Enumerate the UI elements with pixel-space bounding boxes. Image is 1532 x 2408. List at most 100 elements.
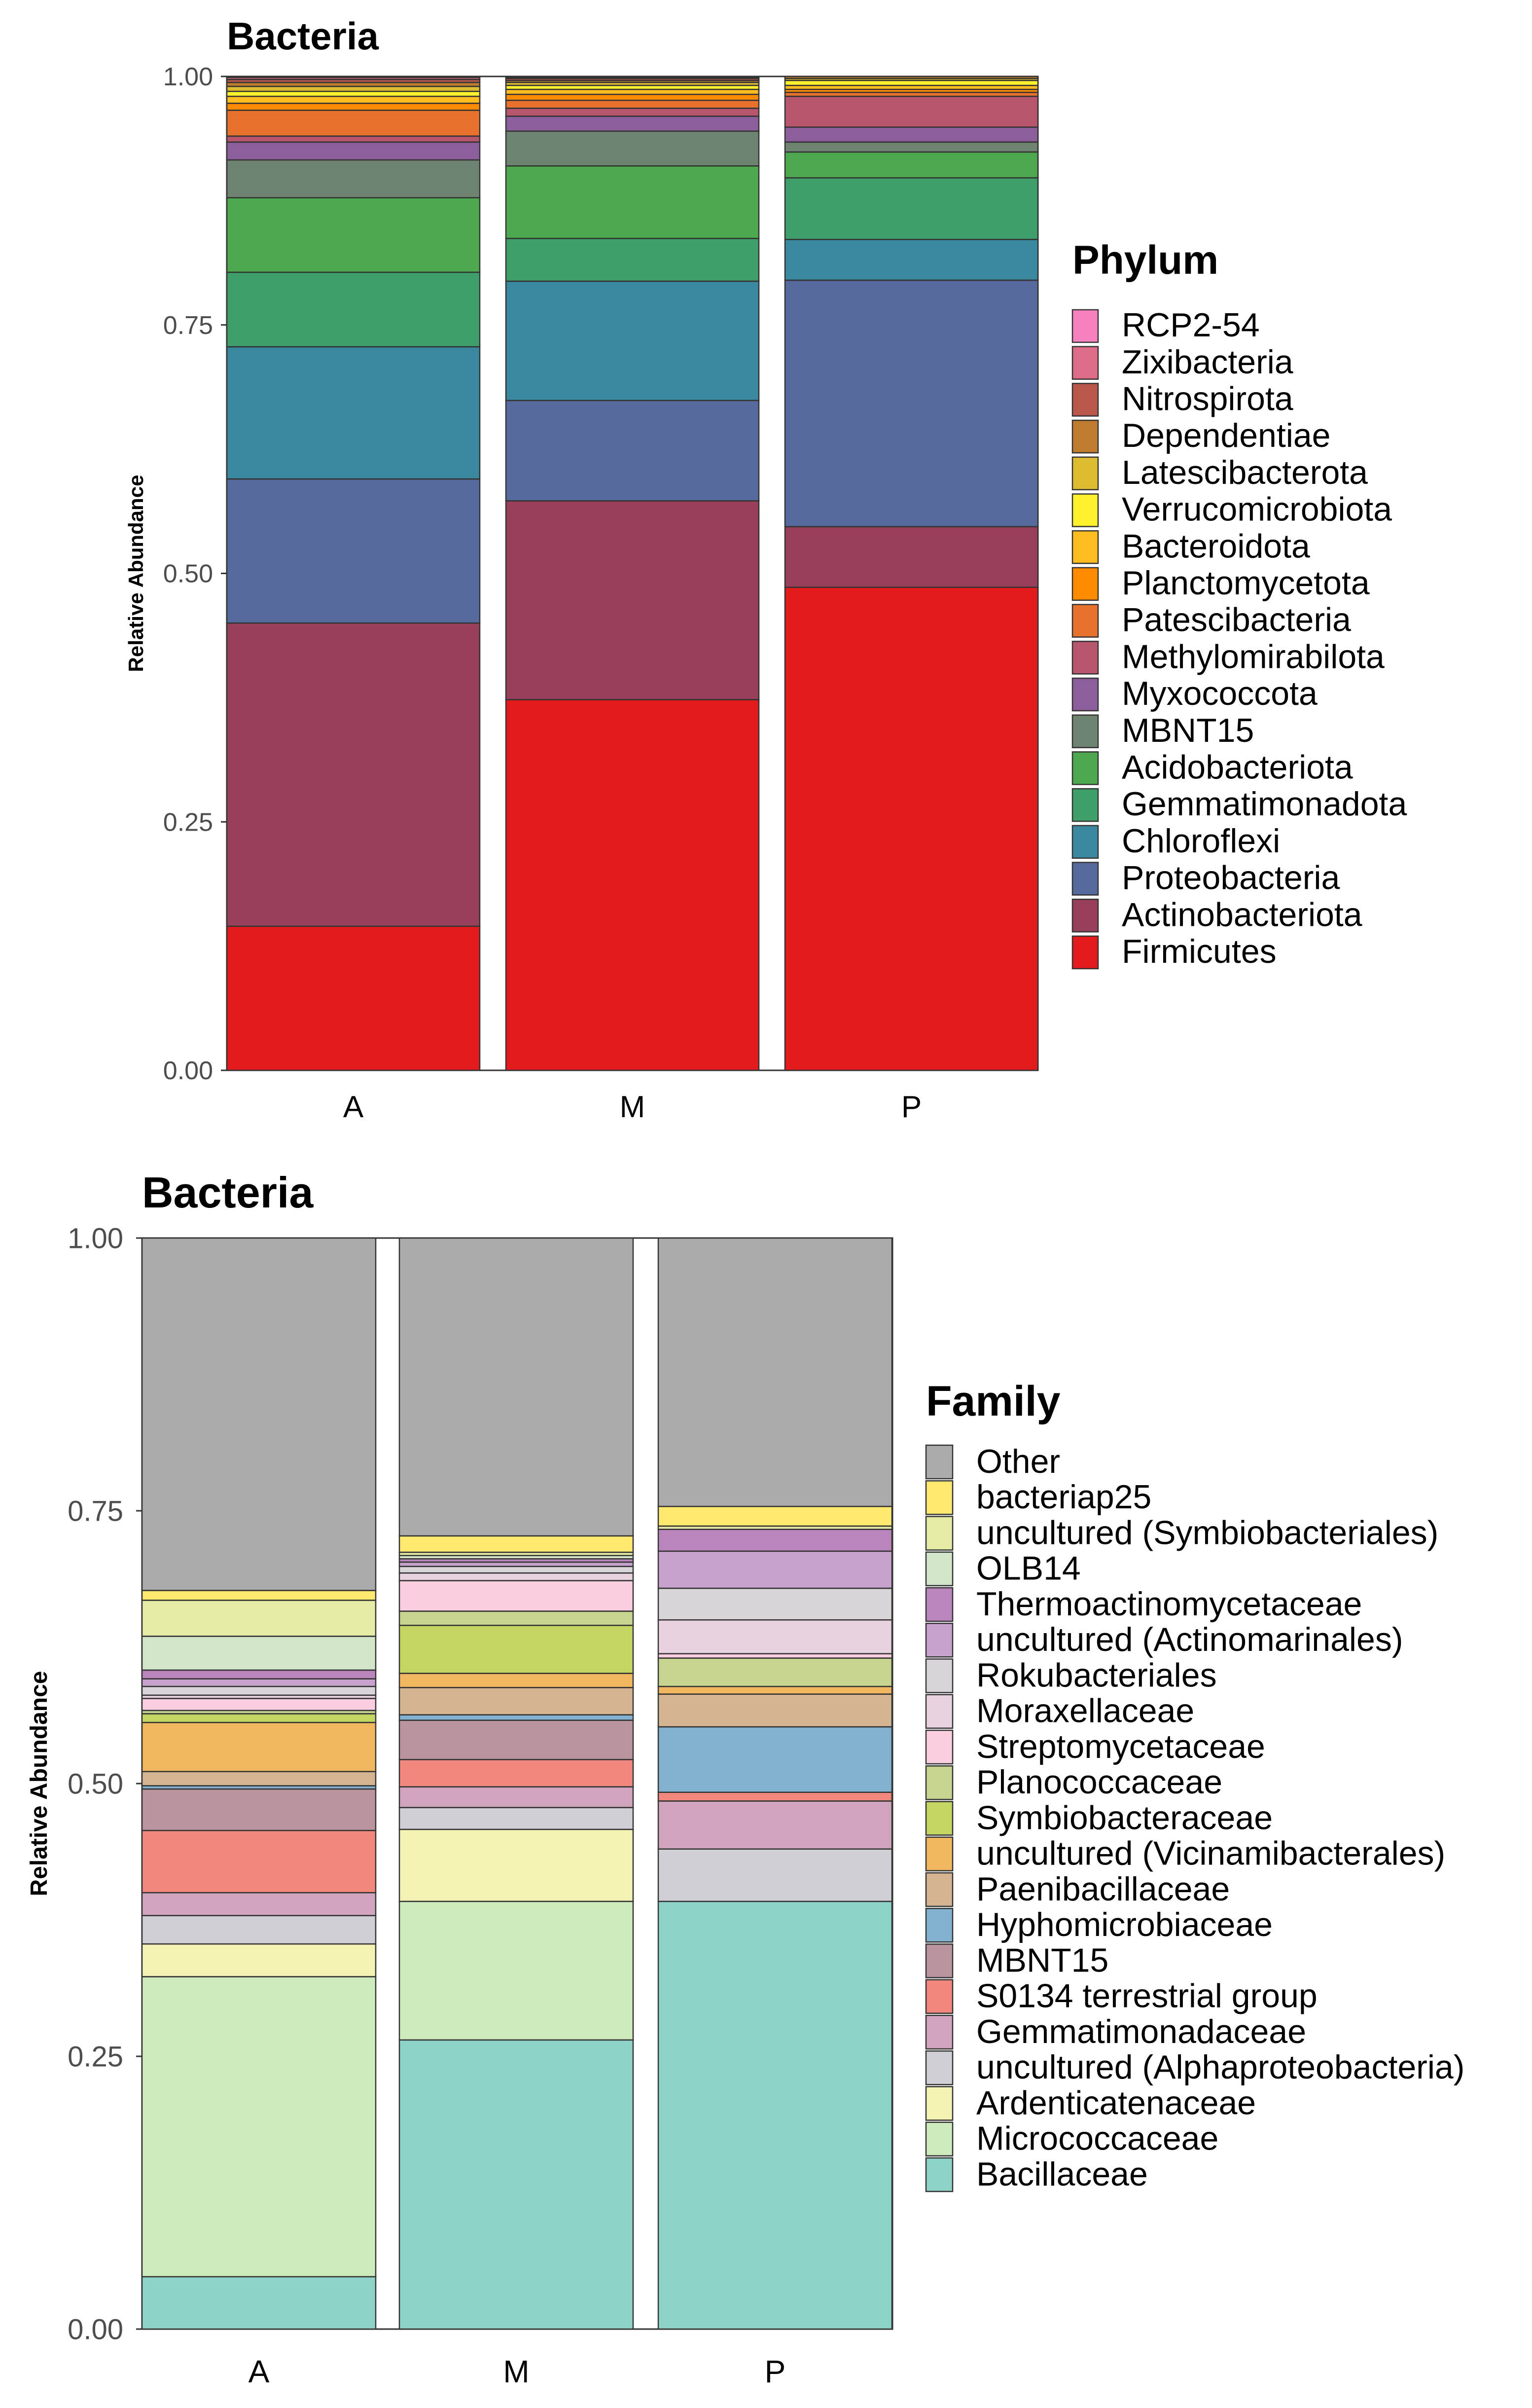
chart1-y-tick-label: 0.50 — [163, 560, 213, 588]
chart1-legend-label: Myxococcota — [1122, 675, 1318, 712]
chart2-bar-M-s0134-terrestrial-group — [398, 1759, 634, 1788]
chart1-legend-key — [1071, 935, 1099, 970]
chart2-bar-M-mbnt15 — [398, 1719, 634, 1760]
chart2-bar-P-bacteriap25 — [657, 1505, 893, 1527]
chart2-legend-label: Paenibacillaceae — [976, 1870, 1230, 1908]
chart2-bar-A-uncultured-vicinamibacterales- — [141, 1721, 377, 1772]
chart1-legend-key — [1071, 530, 1099, 564]
chart2-bar-P-streptomycetaceae — [657, 1653, 893, 1659]
chart1-legend-key — [1071, 714, 1099, 748]
chart1-y-tick-label: 1.00 — [163, 63, 213, 91]
chart1-legend-label: Nitrospirota — [1122, 380, 1293, 418]
chart2-legend-label: Other — [976, 1443, 1060, 1480]
chart2-bar-P-thermoactinomycetaceae — [657, 1529, 893, 1552]
chart2-bar-M-hyphomicrobiaceae — [398, 1714, 634, 1721]
chart1-legend-label: Acidobacteriota — [1122, 749, 1353, 786]
chart2-title: Bacteria — [142, 1168, 314, 1217]
chart1-bar-A-chloroflexi — [226, 346, 481, 480]
chart2-bar-M-symbiobacteraceae — [398, 1625, 634, 1674]
chart2-y-tick-label: 0.75 — [68, 1495, 123, 1527]
chart1-bar-P-acidobacteriota — [784, 151, 1039, 179]
chart2-legend-label: S0134 terrestrial group — [976, 1977, 1318, 2015]
chart2-bar-A-olb14 — [141, 1636, 377, 1671]
chart2-bar-M-streptomycetaceae — [398, 1580, 634, 1612]
chart2-bar-A-rokubacteriales — [141, 1685, 377, 1696]
chart2-y-tick-label: 1.00 — [68, 1222, 123, 1254]
chart2-legend-label: Planococcaceae — [976, 1763, 1222, 1801]
chart2-bar-M-micrococcaceae — [398, 1900, 634, 2041]
chart1-legend-key — [1071, 419, 1099, 454]
chart2-legend-label: Moraxellaceae — [976, 1692, 1194, 1730]
chart2-legend-key — [925, 1623, 954, 1658]
chart2-bar-P-s0134-terrestrial-group — [657, 1791, 893, 1802]
chart2-legend-key — [925, 1729, 954, 1765]
chart1-legend-key — [1071, 493, 1099, 527]
chart1-bar-M-bacteroidota — [505, 88, 760, 95]
chart2-legend-key — [925, 1551, 954, 1586]
chart1-bar-A-latescibacterota — [226, 85, 481, 92]
chart1-y-axis-title: Relative Abundance — [124, 475, 147, 672]
chart2-bar-A-uncultured-alphaproteobacteria- — [141, 1915, 377, 1945]
chart1-bar-M-proteobacteria — [505, 400, 760, 502]
chart1-bar-M-acidobacteriota — [505, 165, 760, 239]
chart2-x-tick-label-A: A — [249, 2354, 270, 2389]
chart2-legend-key — [925, 1908, 954, 1943]
chart2-bar-P-planococcaceae — [657, 1657, 893, 1687]
chart2-legend-label: uncultured (Actinomarinales) — [976, 1621, 1403, 1658]
chart1-bar-P-myxococcota — [784, 126, 1039, 143]
chart2-legend-label: Bacillaceae — [976, 2155, 1148, 2193]
chart1-bar-A-gemmatimonadota — [226, 271, 481, 348]
chart2-bar-M-uncultured-alphaproteobacteria- — [398, 1807, 634, 1830]
chart2-bar-P-uncultured-vicinamibacterales- — [657, 1685, 893, 1695]
chart2-legend-label: Symbiobacteraceae — [976, 1799, 1273, 1836]
chart2-bar-M-gemmatimonadaceae — [398, 1786, 634, 1808]
chart1-bar-P-chloroflexi — [784, 239, 1039, 281]
chart2-bar-M-uncultured-actinomarinales- — [398, 1561, 634, 1568]
chart1-bar-A-proteobacteria — [226, 478, 481, 624]
chart2-bar-M-uncultured-vicinamibacterales- — [398, 1673, 634, 1688]
chart2-legend-label: OLB14 — [976, 1550, 1081, 1587]
chart2-y-tick-label: 0.00 — [68, 2313, 123, 2345]
chart1-bar-A-firmicutes — [226, 925, 481, 1071]
chart2-bar-A-micrococcaceae — [141, 1976, 377, 2278]
chart2-legend-key — [925, 2014, 954, 2050]
chart1-legend-label: Proteobacteria — [1122, 859, 1340, 897]
chart2-bar-A-symbiobacteraceae — [141, 1713, 377, 1723]
chart2-legend-key — [925, 2086, 954, 2121]
chart2-legend-label: Gemmatimonadaceae — [976, 2013, 1306, 2050]
chart2-bar-P-other — [657, 1237, 893, 1507]
chart1-legend-key — [1071, 346, 1099, 380]
chart1-bar-M-chloroflexi — [505, 280, 760, 401]
chart2-legend-key — [925, 2157, 954, 2192]
chart1-bar-P-methylomirabilota — [784, 96, 1039, 128]
chart1-x-tick-label-P: P — [901, 1090, 922, 1124]
chart2-legend-label: Ardenticatenaceae — [976, 2084, 1256, 2121]
chart1-bar-M-rcp2-54 — [505, 75, 760, 78]
chart1-bar-A-patescibacteria — [226, 109, 481, 137]
chart1-legend-label: Gemmatimonadota — [1122, 785, 1407, 823]
chart2-legend-label: Thermoactinomycetaceae — [976, 1585, 1362, 1623]
chart2-legend-label: Micrococcaceae — [976, 2120, 1218, 2157]
chart2-legend-label: uncultured (Vicinamibacterales) — [976, 1835, 1445, 1872]
chart1-y-tick-label: 0.25 — [163, 808, 213, 837]
chart2-legend-label: MBNT15 — [976, 1941, 1108, 1979]
chart1-legend-label: Firmicutes — [1122, 933, 1277, 970]
chart1-bar-A-planctomycetota — [226, 103, 481, 111]
chart2-bar-A-mbnt15 — [141, 1788, 377, 1831]
chart2-legend-key — [925, 1480, 954, 1515]
chart2-bar-M-rokubacteriales — [398, 1566, 634, 1574]
chart1-legend-key — [1071, 641, 1099, 675]
chart1-legend-label: Bacteroidota — [1122, 527, 1310, 565]
chart1-bar-A-actinobacteriota — [226, 622, 481, 927]
chart1-legend-label: Patescibacteria — [1122, 601, 1351, 639]
chart1-legend-key — [1071, 751, 1099, 785]
chart1-legend-key — [1071, 456, 1099, 491]
chart1-legend-key — [1071, 677, 1099, 712]
chart1-legend-label: Actinobacteriota — [1122, 896, 1362, 933]
chart2-bar-A-s0134-terrestrial-group — [141, 1829, 377, 1894]
chart2-bar-A-paenibacillaceae — [141, 1771, 377, 1787]
chart1-legend-label: Dependentiae — [1122, 417, 1330, 454]
chart2-y-tick-label: 0.25 — [68, 2041, 123, 2073]
chart1-bar-P-actinobacteriota — [784, 526, 1039, 588]
chart2-legend-key — [925, 1801, 954, 1836]
